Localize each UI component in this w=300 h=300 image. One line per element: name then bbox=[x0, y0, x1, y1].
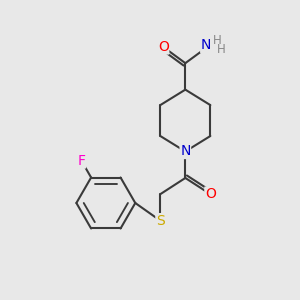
Text: H: H bbox=[212, 34, 221, 47]
Text: F: F bbox=[77, 154, 86, 168]
Text: S: S bbox=[156, 214, 165, 228]
Text: N: N bbox=[201, 38, 211, 52]
Text: O: O bbox=[205, 187, 216, 201]
Text: N: N bbox=[180, 145, 190, 158]
Text: H: H bbox=[217, 43, 226, 56]
Text: O: O bbox=[158, 40, 169, 54]
